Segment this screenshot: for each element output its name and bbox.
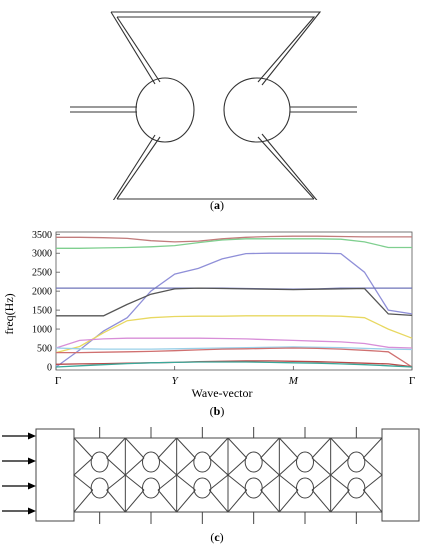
- top-frame-outer: [111, 11, 322, 86]
- truss-middle: [124, 457, 178, 491]
- x-tick-label: Y: [172, 375, 180, 387]
- top-frame-left-inner: [116, 16, 161, 83]
- caption-b-letter: b: [213, 404, 221, 418]
- chain-cell: [124, 427, 178, 524]
- resonator-upper: [142, 451, 160, 473]
- plot-frame: [55, 231, 413, 371]
- panel-a: [0, 0, 434, 200]
- y-tick-label: 0: [47, 362, 52, 373]
- structure-chain-diagram: [2, 427, 420, 524]
- x-tick-label: Γ: [55, 375, 61, 387]
- band-structure-chart: 0 500 1000 1500 2000 2500 3000 3500 Γ Y M Γ freq(H…: [2, 230, 415, 400]
- truss-top: [227, 437, 280, 459]
- caption-a-letter: a: [214, 198, 220, 212]
- band-line-5: [56, 287, 413, 317]
- band-line-3: [55, 252, 413, 368]
- chain-structure: [35, 427, 420, 524]
- chain-cell: [329, 427, 383, 524]
- right-resonator-circle: [223, 77, 291, 143]
- resonator-lower: [347, 477, 366, 499]
- x-tick-label: M: [288, 375, 299, 387]
- resonator-lower: [142, 477, 160, 499]
- caption-b: (b): [209, 404, 225, 418]
- excitation-arrows: [2, 432, 36, 515]
- bottom-frame-left-inner: [116, 136, 161, 200]
- unit-cell-frame: [70, 11, 357, 200]
- resonator-lower: [244, 477, 263, 499]
- top-frame-inner: [117, 16, 316, 83]
- caption-c: (c): [210, 530, 224, 544]
- resonator-lower: [296, 477, 314, 499]
- input-arrow-head: [28, 482, 36, 490]
- truss-middle: [278, 457, 332, 491]
- truss-bottom: [73, 489, 126, 513]
- caption-a: (a): [210, 198, 224, 212]
- right-output-block: [381, 428, 420, 522]
- band-line-11: [55, 361, 413, 368]
- truss-top: [73, 437, 126, 459]
- truss-bottom: [227, 489, 280, 513]
- y-axis-label: freq(Hz): [2, 293, 16, 334]
- input-arrow-head: [28, 457, 36, 465]
- resonator-upper: [90, 451, 109, 473]
- caption-c-letter: c: [214, 530, 220, 544]
- chain-cell: [73, 427, 127, 524]
- truss-bottom: [330, 489, 383, 513]
- resonator-upper: [347, 451, 366, 473]
- bottom-frame-right-inner: [257, 136, 315, 200]
- top-frame-left-outer: [110, 11, 156, 85]
- truss-top: [278, 437, 332, 459]
- resonator-upper: [193, 451, 212, 473]
- band-line-8: [55, 346, 413, 351]
- truss-middle: [175, 457, 229, 491]
- resonator-upper: [244, 451, 263, 473]
- truss-bottom: [176, 489, 229, 513]
- truss-top: [124, 437, 178, 459]
- y-tick-label: 1500: [32, 306, 52, 317]
- resonator-upper: [296, 451, 314, 473]
- y-tick-label: 2500: [32, 268, 52, 279]
- truss-top: [176, 437, 229, 459]
- resonator-lower: [90, 477, 109, 499]
- y-tick-label: 2000: [32, 287, 52, 298]
- band-line-2: [56, 238, 412, 249]
- truss-bottom: [278, 489, 332, 513]
- bottom-frame-left-outer: [112, 134, 156, 200]
- truss-middle: [73, 457, 127, 491]
- band-line-10: [55, 360, 413, 368]
- y-tick-label: 3000: [32, 249, 52, 260]
- band-line-6: [55, 315, 413, 354]
- input-arrow-head: [28, 507, 36, 515]
- truss-middle: [227, 457, 281, 491]
- truss-middle: [329, 457, 383, 491]
- bottom-frame-right-outer: [261, 133, 318, 200]
- chain-cell: [175, 427, 229, 524]
- unit-cell-diagram: [70, 11, 357, 200]
- panel-b: 0 500 1000 1500 2000 2500 3000 3500 Γ Y M Γ freq(H…: [0, 222, 434, 402]
- band-line-9: [56, 347, 413, 368]
- truss-top: [330, 437, 383, 459]
- input-arrow-head: [28, 432, 36, 440]
- x-axis-label: Wave-vector: [192, 386, 253, 400]
- left-resonator-circle: [135, 77, 195, 143]
- x-tick-label: Γ: [409, 375, 415, 387]
- band-line-7: [55, 337, 413, 349]
- resonator-lower: [193, 477, 212, 499]
- y-tick-label: 1000: [32, 325, 52, 336]
- y-tick-label: 500: [37, 344, 52, 355]
- panel-c: [0, 424, 434, 530]
- chain-cell: [227, 427, 281, 524]
- y-tick-label: 3500: [32, 230, 52, 241]
- left-input-block: [35, 428, 75, 522]
- band-line-1: [56, 235, 412, 243]
- chain-cell: [278, 427, 332, 524]
- truss-bottom: [124, 489, 178, 513]
